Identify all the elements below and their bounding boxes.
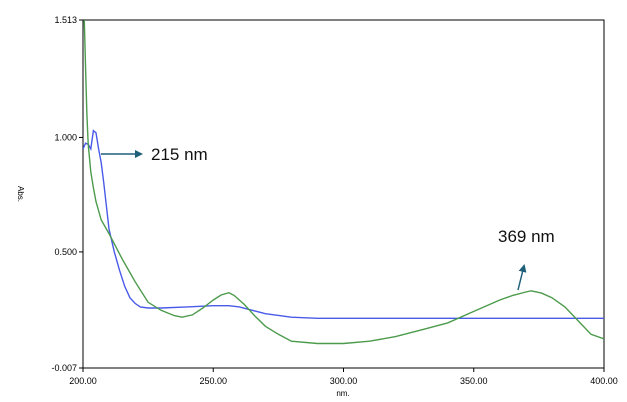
annotation-215nm: 215 nm bbox=[151, 145, 208, 164]
y-tick-label: -0.007 bbox=[51, 363, 77, 373]
y-tick-label: 0.500 bbox=[54, 247, 77, 257]
y-tick-label: 1.000 bbox=[54, 132, 77, 142]
series-line-green bbox=[83, 20, 604, 345]
x-tick-label: 300.00 bbox=[330, 376, 358, 386]
x-tick-label: 250.00 bbox=[199, 376, 227, 386]
plot-lines bbox=[83, 20, 604, 345]
plot-area bbox=[82, 19, 605, 369]
x-tick-label: 200.00 bbox=[69, 376, 97, 386]
x-tick-label: 400.00 bbox=[590, 376, 618, 386]
annotation-369nm: 369 nm bbox=[498, 227, 555, 246]
y-tick-label: 1.513 bbox=[54, 15, 77, 25]
series-line-blue bbox=[83, 129, 604, 319]
x-axis-label: nm. bbox=[336, 389, 349, 398]
y-axis-label: Abs. bbox=[16, 186, 25, 202]
x-tick-label: 350.00 bbox=[460, 376, 488, 386]
annotation-arrow-369 bbox=[517, 264, 527, 291]
axis-ticks: 200.00 250.00 300.00 350.00 400.00 1.513 1.000… bbox=[51, 15, 617, 386]
